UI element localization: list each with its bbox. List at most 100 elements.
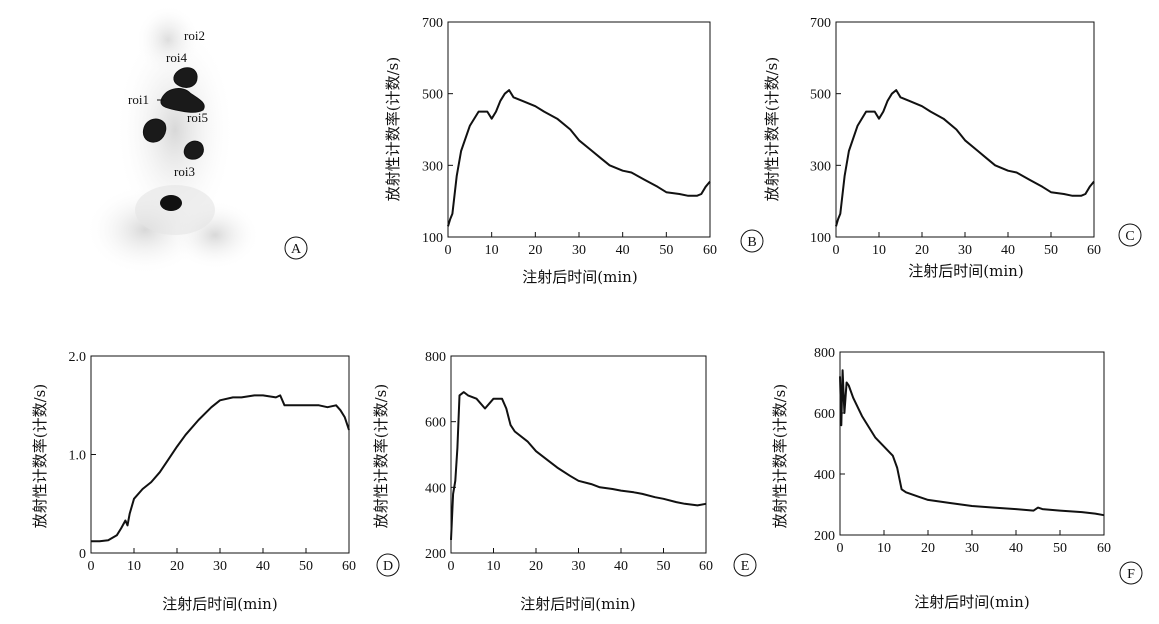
x-tick-label: 10 bbox=[877, 541, 891, 556]
y-tick-label: 800 bbox=[814, 346, 835, 361]
y-tick-label: 300 bbox=[810, 159, 831, 174]
x-tick-label: 0 bbox=[837, 541, 844, 556]
x-tick-label: 40 bbox=[1001, 243, 1015, 258]
x-tick-label: 50 bbox=[299, 559, 313, 574]
roi-label-roi5: roi5 bbox=[187, 110, 208, 125]
x-tick-label: 40 bbox=[616, 243, 630, 258]
y-tick-label: 400 bbox=[425, 481, 446, 496]
panel-e-chart: 0 10 20 30 40 50 60 200 400 600 800 注射后时间(min) 放射性计数… bbox=[372, 350, 757, 613]
x-tick-label: 50 bbox=[1044, 243, 1058, 258]
plot-frame bbox=[835, 21, 1095, 238]
roi-label-roi1: roi1 bbox=[128, 92, 149, 107]
roi-label-roi4: roi4 bbox=[166, 50, 187, 65]
x-axis-label: 注射后时间(min) bbox=[522, 268, 637, 286]
x-tick-label: 20 bbox=[170, 559, 184, 574]
x-tick-label: 30 bbox=[965, 541, 979, 556]
panel-letter: B bbox=[747, 235, 756, 250]
panel-letter-circle bbox=[1119, 561, 1143, 585]
x-tick-label: 0 bbox=[448, 559, 455, 574]
panel-c-chart: 0 10 20 30 40 50 60 100 300 500 700 注射后时间(min) 放射性计数… bbox=[763, 16, 1142, 280]
x-tick-label: 60 bbox=[1087, 243, 1101, 258]
panel-letter-circle bbox=[740, 229, 764, 253]
x-tick-label: 10 bbox=[485, 243, 499, 258]
roi4-region bbox=[173, 67, 198, 88]
panel-letter: E bbox=[741, 559, 750, 574]
y-axis-label: 放射性计数率(计数/s) bbox=[771, 384, 789, 528]
series-line bbox=[839, 369, 1105, 517]
y-tick-label: 300 bbox=[422, 159, 443, 174]
x-tick-label: 50 bbox=[1053, 541, 1067, 556]
series-line bbox=[835, 89, 1095, 227]
y-tick-label: 600 bbox=[814, 407, 835, 422]
x-tick-label: 0 bbox=[88, 559, 95, 574]
x-tick-label: 10 bbox=[487, 559, 501, 574]
x-tick-label: 0 bbox=[833, 243, 840, 258]
y-tick-label: 200 bbox=[425, 547, 446, 562]
panel-a-scan-image: roi2 roi4 roi1 roi5 roi3 A bbox=[85, 5, 308, 275]
y-tick-label: 200 bbox=[814, 529, 835, 544]
bladder-region bbox=[160, 195, 182, 211]
x-axis-label: 注射后时间(min) bbox=[520, 595, 635, 613]
y-tick-label: 500 bbox=[810, 88, 831, 103]
y-tick-label: 100 bbox=[422, 231, 443, 246]
x-tick-label: 60 bbox=[1097, 541, 1111, 556]
panel-b-chart: 0 10 20 30 40 50 60 100 300 500 700 注射后时间(min) 放射性计数… bbox=[384, 16, 764, 286]
series-line bbox=[91, 394, 350, 543]
y-tick-label: 600 bbox=[425, 416, 446, 431]
x-tick-label: 40 bbox=[256, 559, 270, 574]
roi1-region bbox=[160, 88, 205, 113]
y-axis-label: 放射性计数率(计数/s) bbox=[372, 384, 390, 528]
x-tick-label: 20 bbox=[921, 541, 935, 556]
panel-f-chart: 0 10 20 30 40 50 60 200 400 600 800 注射后时间(min) 放射性计数… bbox=[771, 346, 1143, 611]
panel-letter-circle bbox=[284, 236, 308, 260]
x-tick-label: 30 bbox=[213, 559, 227, 574]
panel-letter-circle bbox=[733, 553, 757, 577]
x-tick-label: 10 bbox=[127, 559, 141, 574]
x-tick-label: 50 bbox=[657, 559, 671, 574]
y-tick-label: 400 bbox=[814, 468, 835, 483]
x-tick-label: 40 bbox=[1009, 541, 1023, 556]
plot-frame bbox=[839, 351, 1105, 536]
y-tick-label: 1.0 bbox=[69, 449, 87, 464]
panel-letter: A bbox=[291, 242, 302, 257]
x-axis-label: 注射后时间(min) bbox=[908, 262, 1023, 280]
x-tick-label: 50 bbox=[659, 243, 673, 258]
x-tick-label: 60 bbox=[342, 559, 356, 574]
y-tick-label: 500 bbox=[422, 88, 443, 103]
y-tick-label: 0 bbox=[79, 547, 86, 562]
roi-label-roi2: roi2 bbox=[184, 28, 205, 43]
x-tick-label: 20 bbox=[529, 559, 543, 574]
y-tick-label: 100 bbox=[810, 231, 831, 246]
y-tick-label: 700 bbox=[422, 16, 443, 31]
x-tick-label: 40 bbox=[614, 559, 628, 574]
plot-frame bbox=[447, 21, 711, 238]
x-tick-label: 60 bbox=[703, 243, 717, 258]
y-tick-label: 800 bbox=[425, 350, 446, 365]
plot-frame bbox=[90, 355, 350, 554]
x-tick-label: 30 bbox=[958, 243, 972, 258]
y-axis-label: 放射性计数率(计数/s) bbox=[763, 57, 781, 201]
x-tick-label: 30 bbox=[572, 559, 586, 574]
y-tick-label: 2.0 bbox=[69, 350, 87, 365]
series-line bbox=[450, 391, 707, 540]
x-tick-label: 20 bbox=[528, 243, 542, 258]
y-tick-label: 700 bbox=[810, 16, 831, 31]
panel-letter: D bbox=[383, 559, 393, 574]
roi3-region bbox=[183, 140, 204, 160]
x-axis-label: 注射后时间(min) bbox=[914, 593, 1029, 611]
x-tick-label: 60 bbox=[699, 559, 713, 574]
panel-letter-circle bbox=[1118, 223, 1142, 247]
plot-frame bbox=[450, 355, 707, 554]
x-axis-label: 注射后时间(min) bbox=[162, 595, 277, 613]
panel-letter: F bbox=[1127, 567, 1135, 582]
x-tick-label: 20 bbox=[915, 243, 929, 258]
x-tick-label: 30 bbox=[572, 243, 586, 258]
panel-letter: C bbox=[1125, 229, 1134, 244]
y-axis-label: 放射性计数率(计数/s) bbox=[384, 57, 402, 201]
roi-label-roi3: roi3 bbox=[174, 164, 195, 179]
panel-letter-circle bbox=[376, 553, 400, 577]
series-line bbox=[447, 89, 711, 227]
panel-d-chart: 0 10 20 30 40 50 60 0 1.0 2.0 注射后时间(min) 放射性计数率(计数/… bbox=[31, 350, 400, 613]
x-tick-label: 0 bbox=[445, 243, 452, 258]
